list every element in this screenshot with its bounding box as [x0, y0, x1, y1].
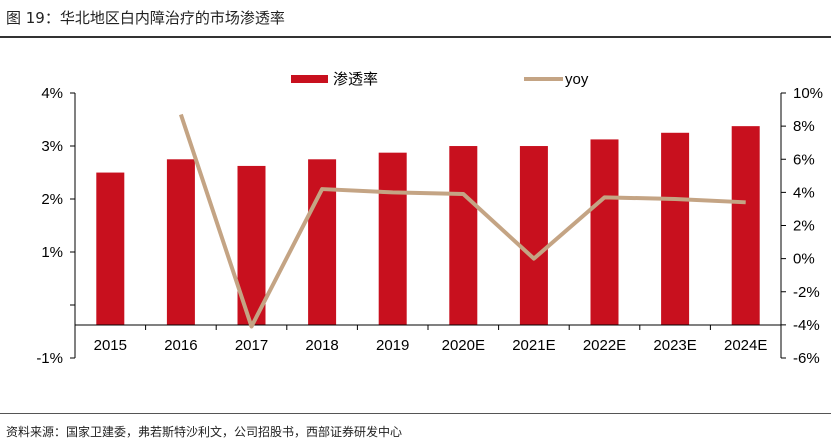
bar-2022E [590, 139, 619, 325]
right-axis-tick-label: 10% [793, 85, 823, 102]
right-axis-tick-label: 4% [793, 184, 815, 201]
category-label: 2015 [94, 337, 127, 354]
category-label: 2018 [305, 337, 338, 354]
left-axis-tick-label: 2% [41, 191, 63, 208]
title-divider [0, 36, 831, 38]
bar-2020E [449, 146, 478, 325]
category-label: 2019 [376, 337, 409, 354]
right-axis-tick-label: 8% [793, 118, 815, 135]
bar-2016 [166, 159, 195, 325]
bar-2023E [661, 132, 690, 325]
right-axis-tick-label: 6% [793, 151, 815, 168]
bar-2019 [378, 152, 407, 325]
bar-2024E [731, 126, 760, 326]
legend-label-bar: 渗透率 [333, 71, 378, 88]
left-axis-tick-label: 3% [41, 138, 63, 155]
legend-label-line: yoy [565, 71, 589, 88]
left-axis-tick-label: -1% [36, 350, 63, 367]
source-note: 资料来源：国家卫建委，弗若斯特沙利文，公司招股书，西部证券研发中心 [6, 425, 403, 439]
bar-2018 [308, 159, 337, 325]
category-label: 2023E [653, 337, 696, 354]
right-axis-tick-label: 2% [793, 218, 815, 235]
right-axis-tick-label: 0% [793, 251, 815, 268]
figure-title: 图 19：华北地区白内障治疗的市场渗透率 [6, 9, 285, 27]
category-label: 2020E [442, 337, 485, 354]
legend-swatch-bar [291, 75, 328, 83]
category-label: 2016 [164, 337, 197, 354]
left-axis-tick-label: 1% [41, 244, 63, 261]
footer-divider [0, 413, 831, 414]
right-axis-tick-label: -6% [793, 350, 820, 367]
bar-2021E [519, 146, 548, 325]
left-axis-tick-label: 4% [41, 85, 63, 102]
right-axis-tick-label: -4% [793, 317, 820, 334]
category-label: 2024E [724, 337, 767, 354]
right-axis-tick-label: -2% [793, 284, 820, 301]
category-label: 2022E [583, 337, 626, 354]
category-label: 2017 [235, 337, 268, 354]
bar-2015 [96, 172, 125, 325]
category-label: 2021E [512, 337, 555, 354]
